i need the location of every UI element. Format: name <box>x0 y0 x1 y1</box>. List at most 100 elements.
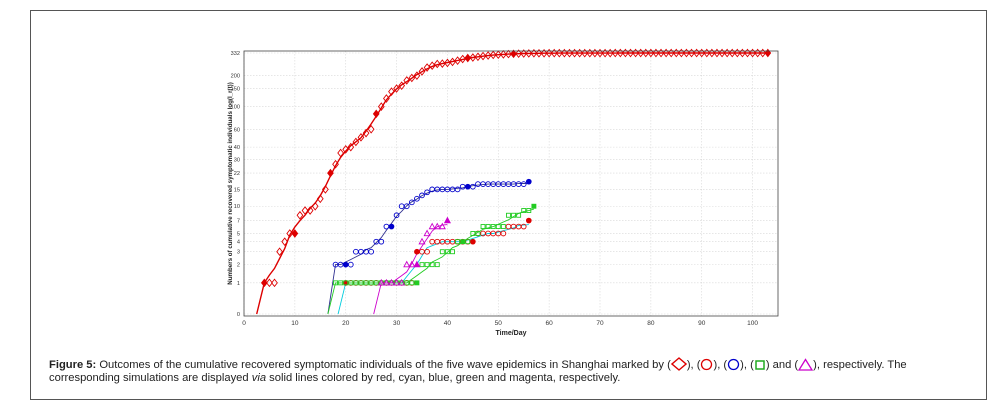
diamond-marker <box>637 48 645 58</box>
square-marker <box>495 224 501 230</box>
square-marker <box>434 262 440 268</box>
square-marker <box>363 280 369 286</box>
x-tick-labels: 0 10 20 30 40 50 60 70 80 90 100 <box>242 320 758 327</box>
y-tick-label: 3 <box>237 250 240 256</box>
figure-caption: Figure 5: Outcomes of the cumulative rec… <box>49 357 979 385</box>
circle-marker <box>454 186 461 193</box>
diamond-marker <box>403 76 411 85</box>
diamond-marker <box>423 63 431 72</box>
diamond-marker <box>500 50 507 59</box>
circle-marker <box>520 223 527 230</box>
caption-text-2: ), respectively. The corresponding simul… <box>49 359 907 384</box>
diamond-marker <box>469 53 477 62</box>
diamond-marker <box>372 109 380 119</box>
x-tick-label: 90 <box>698 320 706 327</box>
diamond-marker <box>367 124 375 134</box>
diamond-marker <box>611 48 619 58</box>
square-marker <box>414 280 420 286</box>
square-marker <box>429 262 435 268</box>
circle-marker <box>459 183 466 190</box>
circle-marker <box>383 223 390 230</box>
diamond-marker <box>515 49 522 59</box>
diamond-marker <box>616 48 624 58</box>
caption-sep-2: ), ( <box>713 359 728 371</box>
circle-marker <box>403 203 410 210</box>
circle-marker <box>520 181 527 187</box>
diamond-marker <box>581 48 589 58</box>
y-tick-labels: 0 1 2 3 4 5 7 10 15 22 30 40 60 100 150 200 332 <box>231 51 240 318</box>
diamond-marker <box>530 48 538 58</box>
diamond-marker <box>693 48 700 58</box>
simulation-curve <box>373 224 448 315</box>
y-tick-label: 4 <box>237 240 240 246</box>
diamond-marker <box>713 48 721 58</box>
blue-circle-icon <box>728 358 740 371</box>
diamond-marker <box>311 201 319 211</box>
y-tick-label: 200 <box>231 74 240 80</box>
diamond-marker <box>322 185 329 194</box>
caption-sep-1: ), ( <box>686 359 701 371</box>
x-tick-label: 40 <box>444 320 452 327</box>
square-marker <box>343 280 349 286</box>
square-marker <box>475 231 481 236</box>
diamond-marker <box>622 48 629 58</box>
diamond-marker <box>291 229 299 238</box>
diamond-marker <box>586 48 594 58</box>
square-marker <box>348 280 354 286</box>
square-marker <box>526 208 532 213</box>
diamond-marker <box>718 48 726 58</box>
y-tick-label: 10 <box>234 204 240 210</box>
square-marker <box>455 239 461 245</box>
recovered-chart: 0 10 20 30 40 50 60 70 80 90 100 0 1 2 3 4 5 7 10 15 22 30 40… <box>227 48 779 337</box>
diamond-marker <box>739 48 746 58</box>
circle-marker <box>388 223 395 230</box>
triangle-marker <box>382 278 390 286</box>
triangle-marker <box>433 222 441 230</box>
diamond-marker <box>388 87 395 96</box>
diamond-marker <box>433 59 441 69</box>
diamond-marker <box>647 48 655 58</box>
square-marker <box>506 212 511 218</box>
figure-frame <box>30 10 987 400</box>
y-tick-label: 332 <box>231 51 240 57</box>
diamond-marker <box>540 48 548 58</box>
diamond-marker <box>505 49 512 59</box>
square-marker <box>444 249 450 255</box>
square-marker <box>485 224 491 230</box>
figure-label: Figure 5: <box>49 359 97 371</box>
circle-marker <box>470 183 476 190</box>
diamond-marker <box>566 48 573 58</box>
square-marker <box>333 280 338 286</box>
diamond-marker <box>281 237 289 247</box>
x-tick-label: 60 <box>546 320 554 327</box>
x-tick-label: 100 <box>747 320 758 327</box>
diamond-marker <box>377 102 385 111</box>
y-tick-label: 5 <box>237 231 240 237</box>
diamond-marker <box>316 194 324 204</box>
triangle-marker <box>408 260 416 268</box>
circle-marker <box>500 230 507 237</box>
diamond-marker <box>494 50 502 59</box>
caption-sep-3: ), ( <box>740 359 754 371</box>
triangle-marker <box>398 278 406 286</box>
circle-marker <box>475 181 481 187</box>
diamond-marker <box>571 48 578 58</box>
diamond-marker <box>744 48 751 58</box>
y-tick-label: 7 <box>237 219 240 225</box>
circle-marker <box>347 261 354 268</box>
x-tick-label: 70 <box>596 320 604 327</box>
diamond-marker <box>408 73 416 83</box>
y-tick-label: 15 <box>234 187 240 193</box>
square-marker <box>460 239 466 245</box>
diamond-marker <box>535 48 543 58</box>
red-circle-icon <box>701 358 713 371</box>
circle-marker <box>505 223 512 230</box>
diamond-marker <box>550 48 558 58</box>
square-marker <box>521 208 527 213</box>
diamond-marker <box>708 48 716 58</box>
data-markers <box>260 48 772 288</box>
square-marker <box>419 262 425 268</box>
diamond-marker <box>672 48 680 58</box>
diamond-marker <box>352 137 360 147</box>
triangle-marker <box>393 278 401 286</box>
